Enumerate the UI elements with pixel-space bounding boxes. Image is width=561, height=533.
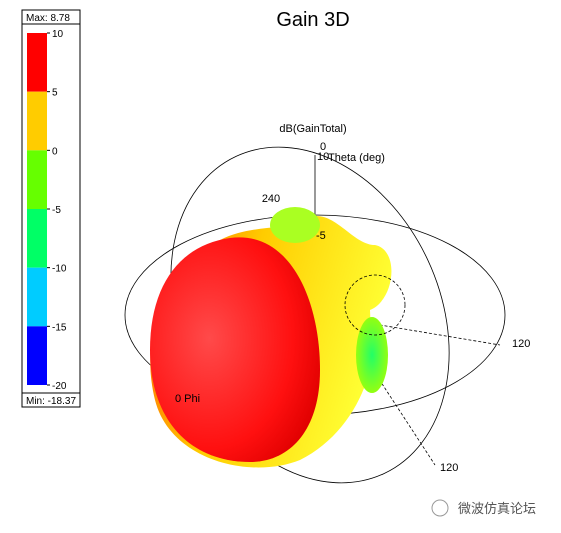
tick-label: -10 [52, 264, 67, 275]
pattern-lobe [356, 317, 388, 393]
ring [344, 274, 406, 336]
tick-label: 10 [52, 29, 64, 40]
axis-annotation: 0 [320, 141, 326, 153]
axis-annotation: 0 Phi [175, 393, 200, 405]
tick-label: -15 [52, 322, 67, 333]
min-label: Min: -18.37 [26, 396, 76, 407]
pattern-surface [150, 237, 320, 462]
color-band [27, 209, 47, 268]
watermark-icon [431, 499, 449, 517]
color-band [27, 326, 47, 385]
colorbar: Max: 8.78 Min: -18.37 10 5 0 -5 -10 -15 -20 [21, 9, 81, 408]
axis-annotation: 10 [317, 151, 329, 163]
tick-label: 5 [52, 88, 58, 99]
axis-annotation: 120 [512, 338, 530, 350]
max-label: Max: 8.78 [26, 13, 70, 24]
axis-annotation: dB(GainTotal) [279, 123, 346, 135]
watermark-text: 微波仿真论坛 [458, 501, 536, 516]
watermark [431, 499, 449, 517]
tick-label: -20 [52, 381, 67, 392]
axis-annotation: 120 [440, 462, 458, 474]
color-band [27, 150, 47, 209]
axis-annotation: 240 [262, 193, 280, 205]
axis-annotation: -5 [316, 230, 326, 242]
color-band [27, 91, 47, 151]
color-band [27, 267, 47, 327]
color-band [27, 33, 47, 92]
axis-annotation: Theta (deg) [328, 152, 385, 164]
chart-title: Gain 3D [276, 9, 349, 31]
pattern-lobe [270, 207, 320, 243]
tick-label: 0 [52, 146, 58, 157]
tick-label: -5 [52, 205, 61, 216]
